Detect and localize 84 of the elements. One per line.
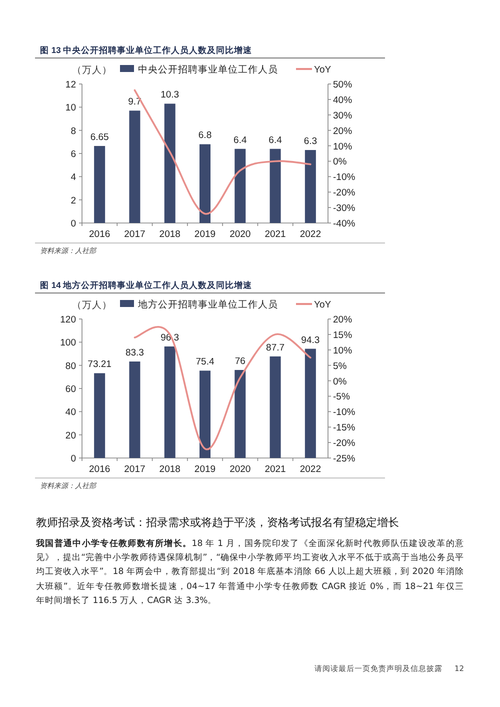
x-tick-label: 2016 (89, 464, 110, 475)
bar (164, 104, 176, 223)
bar (129, 110, 140, 223)
x-tick-label: 2017 (124, 229, 146, 240)
x-tick-label: 2021 (264, 229, 286, 240)
y-tick-label: 10 (65, 102, 76, 114)
y2-tick-label: 15% (333, 330, 353, 341)
y-tick-label: 120 (60, 314, 76, 326)
y-tick-label: 12 (65, 80, 76, 90)
data-label: 94.3 (301, 334, 320, 346)
y2-tick-label: 50% (333, 80, 353, 90)
y-tick-label: 0 (70, 218, 76, 230)
bar (129, 362, 140, 458)
x-tick-label: 2020 (230, 464, 251, 475)
data-label: 6.4 (234, 134, 247, 146)
data-label: 75.4 (196, 356, 214, 368)
y2-tick-label: -30% (333, 203, 356, 214)
bar (164, 346, 176, 458)
y2-tick-label: -10% (333, 407, 356, 418)
chart-title: 图 13 中央公开招聘事业单位工作人员人数及同比增速 (40, 45, 254, 55)
bar (94, 373, 106, 458)
y-tick-label: 60 (65, 384, 76, 395)
data-label: 6.4 (268, 134, 282, 146)
x-tick-label: 2019 (194, 229, 216, 240)
bar (304, 150, 316, 223)
bar (270, 148, 281, 223)
y-tick-label: 40 (65, 407, 76, 418)
y-tick-label: 6 (70, 149, 76, 160)
y2-tick-label: 10% (333, 345, 353, 356)
bar (200, 144, 210, 223)
x-tick-label: 2016 (89, 229, 110, 240)
data-label: 6.65 (90, 132, 109, 143)
y2-tick-label: 20% (333, 126, 353, 137)
y-tick-label: 20 (65, 430, 76, 442)
y2-tick-label: 20% (333, 314, 353, 326)
y-tick-label: 80 (65, 360, 76, 372)
bar (304, 348, 316, 458)
y2-tick-label: -40% (333, 218, 356, 230)
y2-tick-label: -25% (333, 454, 356, 464)
data-label: 10.3 (160, 90, 180, 101)
y-tick-label: 8 (70, 126, 76, 137)
y2-tick-label: 40% (333, 94, 353, 106)
data-label: 87.7 (266, 342, 285, 354)
data-label: 73.21 (88, 359, 112, 370)
x-tick-label: 2017 (124, 464, 146, 475)
text: 我国普通中小学专任教师数有所增长。18 年 1 月，国务院印发了《全面深化新时代教师队伍建设改革的意见》，提出“完善中小学教师待遇保障机制”，“确保中小学教师平均工资收入水平不低于或高于当地公务员平均工资收入水平”。18 年两会中，教育部提出“到 2018 年底基本消除 66 人以上超大班额，到 2020 年消除大班额”。近年专任教师数增长提速，04~17 年普通中小学专任教师数 CAGR 接近 0%，而 18~21 年仅三年时间增长了 116.5 万人，CAGR 达 3.3%。 (36, 538, 464, 608)
bar (234, 370, 246, 458)
y2-tick-label: 5% (333, 360, 348, 372)
x-tick-label: 2020 (230, 229, 251, 240)
y-axis-title: （万人） (72, 65, 112, 76)
bar (234, 148, 246, 223)
bar (200, 370, 210, 458)
legend-label: YoY (314, 300, 332, 310)
x-tick-label: 2018 (159, 229, 180, 240)
chart-title: 图 14 地方公开招聘事业单位工作人员人数及同比增速 (40, 280, 254, 290)
y-tick-label: 100 (60, 338, 76, 349)
data-label: 76 (234, 356, 246, 367)
y-tick-label: 4 (70, 172, 76, 184)
y2-tick-label: 10% (333, 141, 353, 152)
y2-tick-label: -20% (333, 188, 356, 199)
x-tick-label: 2022 (300, 229, 321, 240)
x-tick-label: 2021 (264, 464, 286, 475)
legend-label: YoY (314, 64, 332, 76)
data-label: 6.3 (304, 136, 318, 148)
data-label: 83.3 (125, 348, 144, 359)
data-label: 6.8 (198, 130, 212, 142)
y-tick-label: 2 (70, 195, 76, 206)
bar (270, 356, 281, 458)
y2-tick-label: -5% (333, 392, 350, 403)
y2-tick-label: 0% (333, 376, 348, 388)
y2-tick-label: 30% (333, 110, 353, 122)
bar (94, 146, 106, 223)
y2-tick-label: 0% (333, 156, 348, 168)
y2-tick-label: -15% (333, 422, 356, 434)
y-axis-title: （万人） (72, 300, 112, 311)
x-tick-label: 2019 (194, 464, 216, 475)
y2-tick-label: -20% (333, 438, 356, 450)
legend-label: 中央公开招聘事业单位工作人员 (138, 64, 278, 76)
x-tick-label: 2018 (159, 464, 180, 475)
y-tick-label: 0 (70, 454, 76, 464)
text: 教师招录及资格考试：招录需求或将趋于平淡，资格考试报名有望稳定增长 (36, 515, 400, 530)
x-tick-label: 2022 (300, 464, 321, 475)
y2-tick-label: -10% (333, 172, 356, 184)
legend-label: 地方公开招聘事业单位工作人员 (137, 298, 278, 310)
